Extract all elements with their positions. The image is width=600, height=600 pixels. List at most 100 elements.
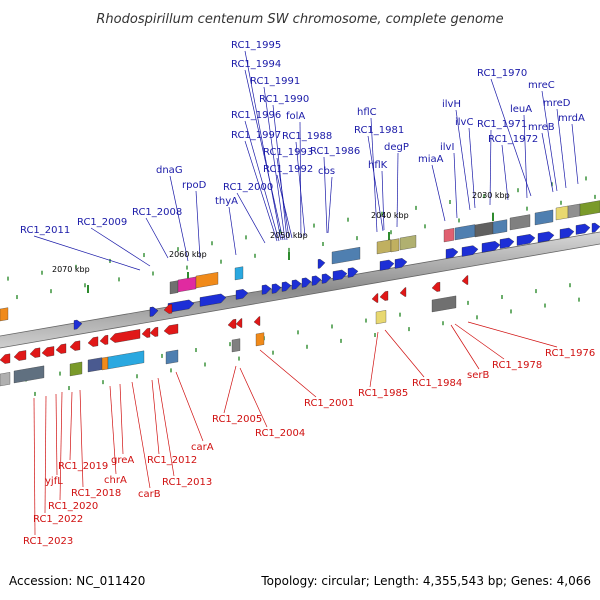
forward-gene-arrow [347, 267, 359, 278]
gene-label-carb: carB [138, 489, 161, 500]
gene-label-rc1-1994: RC1_1994 [231, 59, 281, 70]
gene-label-rc1-2018: RC1_2018 [71, 488, 121, 499]
leader-line [369, 331, 379, 388]
leader-line [59, 391, 63, 501]
leader-line [489, 129, 492, 206]
leader-line [195, 190, 201, 259]
gene-label-rc1-2013: RC1_2013 [162, 477, 212, 488]
cog-category-block [101, 356, 109, 371]
reverse-gene-arrow [141, 327, 151, 338]
chromosome-backbone [0, 232, 600, 348]
leader-line [381, 170, 385, 231]
gene-label-chra: chrA [104, 475, 127, 486]
cog-category-block [107, 350, 145, 370]
cog-category-block [534, 209, 554, 226]
gene-label-rc1-1976: RC1_1976 [545, 348, 595, 359]
forward-gene-arrow [235, 289, 249, 300]
leader-line [33, 397, 36, 536]
label-layer: RC1_1995 RC1_1994 RC1_1991 RC1_1990 RC1_1996… [20, 40, 595, 547]
cog-category-block [431, 295, 457, 313]
forward-gene-arrow [291, 279, 302, 290]
gene-label-rc1-1971: RC1_1971 [477, 119, 527, 130]
cog-category-block [0, 307, 9, 322]
leader-line [276, 174, 293, 239]
leader-line [450, 324, 480, 370]
gene-label-thya: thyA [215, 196, 238, 207]
forward-gene-arrow [481, 241, 501, 253]
reverse-gene-arrow [29, 347, 41, 358]
gene-label-ilvc: ilvC [455, 117, 473, 128]
leader-line [239, 367, 268, 428]
leader-line [169, 175, 189, 262]
leader-line [145, 217, 169, 259]
forward-gene-arrow [149, 306, 159, 317]
backbone-edge [0, 243, 600, 349]
leader-line [228, 206, 237, 256]
reverse-gene-arrow [109, 329, 141, 343]
gene-label-mrec: mreC [528, 80, 555, 91]
cog-category-block [195, 272, 219, 289]
leader-line [131, 381, 151, 489]
tick-label: 2060 kbp [169, 250, 207, 259]
leader-line [455, 109, 471, 211]
cog-category-block [87, 357, 103, 373]
reverse-gene-arrow [13, 350, 27, 361]
forward-gene-arrow [199, 293, 227, 307]
gene-label-rc1-1985: RC1_1985 [358, 388, 408, 399]
forward-gene-arrow [575, 223, 591, 235]
reverse-gene-arrow [55, 343, 67, 354]
gene-label-rc1-1984: RC1_1984 [412, 378, 462, 389]
reverse-gene-arrow [0, 353, 11, 364]
gene-label-yjfl: yjfL [45, 476, 63, 487]
leader-line [384, 329, 425, 378]
gene-label-rc1-1991: RC1_1991 [250, 76, 300, 87]
forward-gene-arrow [261, 284, 272, 295]
cog-category-block [443, 228, 455, 243]
reverse-gene-arrow [371, 293, 379, 303]
forward-gene-arrow [281, 281, 292, 292]
cog-category-block [454, 224, 476, 241]
leader-line [467, 321, 558, 348]
tick-label: 2030 kbp [472, 191, 510, 200]
gene-label-cara: carA [191, 442, 214, 453]
reverse-gene-arrow [87, 336, 99, 347]
cog-category-block [555, 205, 569, 221]
gene-label-rc1-1978: RC1_1978 [492, 360, 542, 371]
gene-label-grea: greA [111, 455, 134, 466]
gene-label-rc1-2008: RC1_2008 [132, 207, 182, 218]
forward-gene-arrow [591, 222, 600, 233]
forward-gene-arrow [379, 259, 395, 271]
gene-label-rc1-1990: RC1_1990 [259, 94, 309, 105]
forward-gene-arrow [73, 319, 83, 330]
gene-label-mreb: mreB [528, 122, 555, 133]
gene-label-rc1-2020: RC1_2020 [48, 501, 98, 512]
cog-category-block [579, 200, 600, 217]
leader-line [244, 120, 280, 242]
gene-label-mrda: mrdA [558, 113, 585, 124]
leader-line [523, 114, 528, 199]
leader-line [276, 157, 290, 239]
reverse-gene-arrow [163, 323, 179, 335]
gene-label-degp: degP [384, 142, 409, 153]
forward-gene-arrow [321, 273, 332, 284]
cog-category-block [492, 219, 508, 235]
reverse-gene-arrow [69, 340, 81, 351]
leader-line [236, 192, 266, 244]
reverse-gene-arrow [41, 346, 55, 357]
gene-label-hflk: hflK [368, 160, 388, 171]
cog-category-block [376, 239, 392, 255]
leader-line [157, 377, 175, 477]
gene-label-ilvh: ilvH [442, 99, 461, 110]
leader-line [244, 140, 278, 242]
forward-gene-arrow [271, 283, 282, 294]
gene-label-rc1-1995: RC1_1995 [231, 40, 281, 51]
cog-category-block [390, 238, 400, 253]
cog-category-block [509, 214, 531, 231]
gene-label-rc1-2004: RC1_2004 [255, 428, 305, 439]
map-title: Rhodospirillum centenum SW chromosome, c… [96, 12, 503, 27]
accession-text: Accession: NC_011420 [9, 574, 145, 588]
forward-gene-arrow [516, 234, 536, 246]
cog-category-block [331, 246, 361, 265]
leader-line [367, 135, 384, 232]
leader-line [299, 121, 302, 239]
